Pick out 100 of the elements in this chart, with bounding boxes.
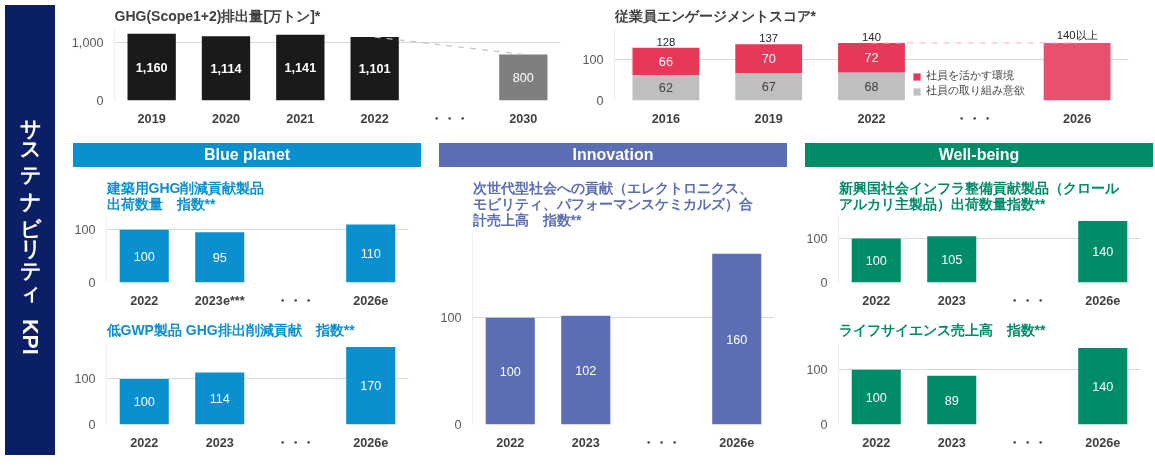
data-label: 100 (865, 254, 887, 268)
x-tick-label: 2016 (651, 111, 680, 126)
chart-title: 従業員エンゲージメントスコア* (613, 7, 817, 24)
bar (735, 44, 803, 73)
x-tick-label: 2026e (1085, 435, 1121, 450)
bar (346, 224, 396, 283)
x-tick-label: 2023 (571, 435, 600, 450)
y-tick-label: 0 (596, 94, 604, 108)
x-tick-label: 2030 (509, 111, 538, 126)
data-label: 62 (658, 81, 673, 96)
x-tick-label: 2022 (130, 435, 159, 450)
chart-title: 新興国社会インフラ整備貢献製品（クロールアルカリ主製品）出荷数量指数** (837, 179, 1120, 212)
data-label: 1,114 (210, 61, 242, 76)
bar (851, 238, 901, 283)
data-label: 67 (761, 80, 776, 95)
data-label: 100 (865, 390, 887, 405)
data-label: 66 (658, 54, 673, 69)
data-label: 100 (133, 249, 155, 264)
y-tick-label: 100 (74, 372, 96, 387)
bar (838, 72, 905, 101)
x-tick-label: 2022 (862, 293, 891, 308)
bar (346, 347, 396, 425)
bar (201, 36, 251, 101)
x-tick-label: ・・・ (641, 435, 681, 450)
bar (276, 34, 325, 101)
x-tick-label: 2022 (857, 111, 886, 126)
data-label: 89 (944, 393, 959, 408)
bar (350, 37, 399, 101)
x-tick-label: ・・・ (275, 435, 315, 450)
chart-title: 次世代型社会への貢献（エレクトロニクス、モビリティ、パフォーマンスケミカルズ）合計売上高 指数** (471, 179, 753, 228)
x-tick-label: ・・・ (1007, 435, 1047, 450)
bar (632, 47, 700, 75)
x-tick-label: 2022 (360, 111, 389, 126)
x-tick-label: 2023 (937, 435, 966, 450)
bar (195, 372, 245, 425)
data-label: 170 (360, 379, 382, 394)
text: サステナビリティ KPI (17, 105, 43, 355)
x-tick-label: 2019 (754, 111, 783, 126)
total-label: 140 (862, 30, 881, 43)
data-label: 100 (133, 395, 155, 410)
y-tick-label: 0 (820, 418, 828, 432)
data-label: 100 (499, 364, 521, 379)
data-label: 140 (1092, 245, 1114, 260)
chart-title: 建築用GHG削減貢献製品出荷数量 指数** (105, 179, 265, 212)
bar (712, 253, 762, 425)
data-label: 68 (864, 80, 879, 95)
x-tick-label: 2020 (211, 111, 241, 126)
x-tick-label: 2021 (286, 111, 315, 126)
y-tick-label: 0 (88, 276, 96, 290)
bar (561, 315, 611, 425)
x-tick-label: 2022 (130, 293, 159, 308)
data-label: 160 (726, 332, 748, 347)
x-tick-label: ・・・ (275, 293, 315, 308)
y-tick-label: 100 (806, 232, 828, 246)
bar (838, 42, 905, 73)
bar (195, 232, 245, 283)
bar (127, 33, 176, 101)
data-label: 1,141 (284, 61, 317, 76)
data-label: 140 (1092, 379, 1114, 394)
bar (485, 317, 535, 425)
x-tick-label: 2022 (862, 435, 891, 450)
data-label: 114 (209, 392, 230, 407)
bar (927, 236, 977, 283)
data-label: 1,101 (358, 62, 391, 77)
chart-title: GHG(Scope1+2)排出量[万トン]* (114, 7, 321, 24)
x-tick-label: ・・・ (954, 111, 994, 126)
bar (851, 369, 901, 425)
y-tick-label: 0 (88, 418, 96, 432)
y-tick-label: 100 (806, 363, 828, 378)
chart-subtitle: Innovation (572, 145, 654, 165)
data-label: 1,160 (135, 60, 168, 75)
legend-label: 社員を活かす環境 (926, 69, 1015, 83)
bar (632, 74, 700, 101)
total-label: 140以上 (1056, 28, 1098, 41)
x-tick-label: 2026e (353, 435, 389, 450)
y-tick-label: 0 (96, 94, 104, 108)
y-tick-label: 0 (454, 418, 462, 432)
chart-subtitle: Well-being (938, 145, 1020, 165)
x-tick-label: 2023e*** (194, 293, 245, 308)
y-tick-label: 0 (820, 276, 828, 290)
data-label: 105 (941, 252, 963, 267)
data-label: 800 (512, 70, 534, 85)
chart-title: ライフサイエンス売上高 指数** (838, 321, 1046, 338)
legend-label: 社員の取り組み意欲 (926, 84, 1026, 98)
total-label: 137 (759, 32, 779, 45)
chart-title: 低GWP製品 GHG排出削減貢献 指数** (105, 321, 356, 338)
data-label: 72 (864, 51, 879, 66)
bar (499, 54, 548, 101)
x-tick-label: 2023 (937, 293, 966, 308)
data-label: 95 (212, 250, 227, 265)
bar (1078, 220, 1128, 283)
data-label: 70 (761, 52, 776, 67)
data-label: 110 (360, 246, 381, 261)
data-label: 102 (575, 363, 597, 378)
x-tick-label: 2026e (719, 435, 755, 450)
x-tick-label: 2026e (353, 293, 389, 308)
x-tick-label: 2023 (205, 435, 234, 450)
bar (735, 72, 803, 101)
x-tick-label: ・・・ (429, 111, 469, 126)
bar (119, 378, 169, 425)
